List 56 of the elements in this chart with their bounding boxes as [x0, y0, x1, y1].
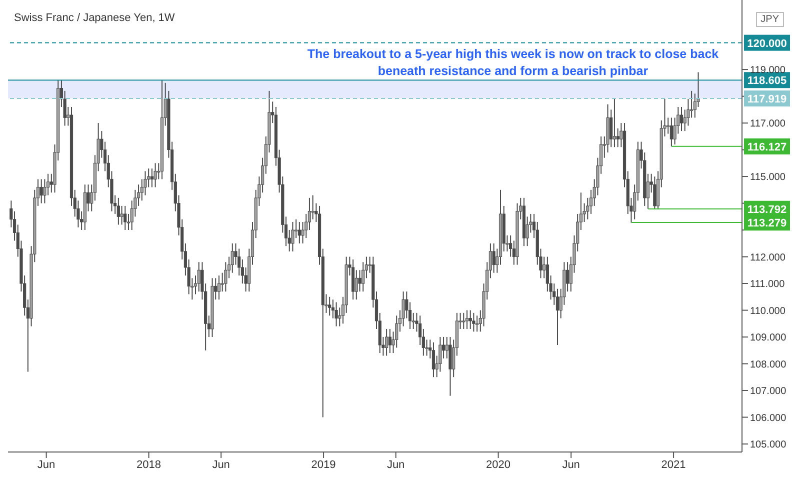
y-tick-label: 115.000	[750, 172, 786, 184]
candlestick	[612, 98, 616, 148]
candlestick	[468, 310, 472, 330]
y-tick-label: 112.000	[750, 252, 786, 264]
x-tick-label: 2021	[661, 458, 686, 471]
candlestick	[150, 168, 154, 188]
candlestick	[670, 117, 673, 147]
y-axis-title: JPY	[756, 12, 784, 27]
candlestick	[40, 178, 43, 204]
candlestick	[465, 310, 469, 330]
candlestick	[432, 342, 436, 378]
x-tick-label: Jun	[37, 458, 56, 471]
candlestick	[334, 302, 338, 327]
x-tick-label: Jun	[386, 458, 405, 471]
x-tick-label: 2018	[136, 458, 162, 471]
y-tick-label: 106.000	[750, 412, 787, 424]
candlestick	[217, 274, 221, 300]
candlestick	[120, 205, 124, 226]
candlestick	[311, 194, 314, 220]
candlestick	[616, 128, 620, 148]
y-tick-label: 108.000	[750, 359, 787, 370]
annotation: 116.127	[747, 141, 787, 154]
candlestick	[388, 328, 392, 354]
candlestick	[472, 312, 476, 332]
candlestick	[385, 328, 388, 356]
candlestick	[358, 270, 362, 292]
y-tick-label: 109.000	[750, 332, 787, 344]
annotation: 113.792	[747, 204, 787, 216]
y-tick-label: 110.000	[750, 306, 786, 317]
ref-line-label: 120.000	[747, 38, 787, 50]
x-tick-label: Jun	[562, 458, 580, 471]
annotation: 113.279	[747, 218, 787, 230]
candlestick	[154, 162, 157, 188]
ref-line-label: 117.919	[747, 93, 787, 106]
candlestick	[197, 262, 200, 292]
candlestick	[492, 242, 496, 274]
candlestick	[291, 221, 294, 252]
candlestick	[653, 176, 656, 210]
text: Swiss Franc / Japanese Yen, 1W	[14, 12, 175, 24]
candlestick	[328, 296, 332, 316]
candlestick	[462, 312, 466, 330]
y-tick-label: 107.000	[750, 386, 787, 398]
y-tick-label: 117.000	[750, 118, 786, 130]
candlestick	[124, 205, 127, 231]
y-tick-label: 105.000	[750, 440, 787, 451]
ref-line-label: 118.605	[747, 75, 787, 88]
candlestick	[680, 106, 684, 132]
annotation: The breakout to a 5-year high this week is now on track to close back beneath resistance and form a bearish pinbar	[306, 46, 720, 80]
candlestick	[298, 221, 301, 244]
candlestick	[354, 270, 358, 300]
y-tick-label: 111.000	[750, 279, 786, 290]
x-tick-label: 2020	[486, 458, 511, 471]
x-tick-label: 2019	[311, 458, 336, 471]
candlestick	[690, 90, 694, 118]
candlestick	[116, 197, 120, 226]
x-tick-label: Jun	[212, 458, 230, 471]
